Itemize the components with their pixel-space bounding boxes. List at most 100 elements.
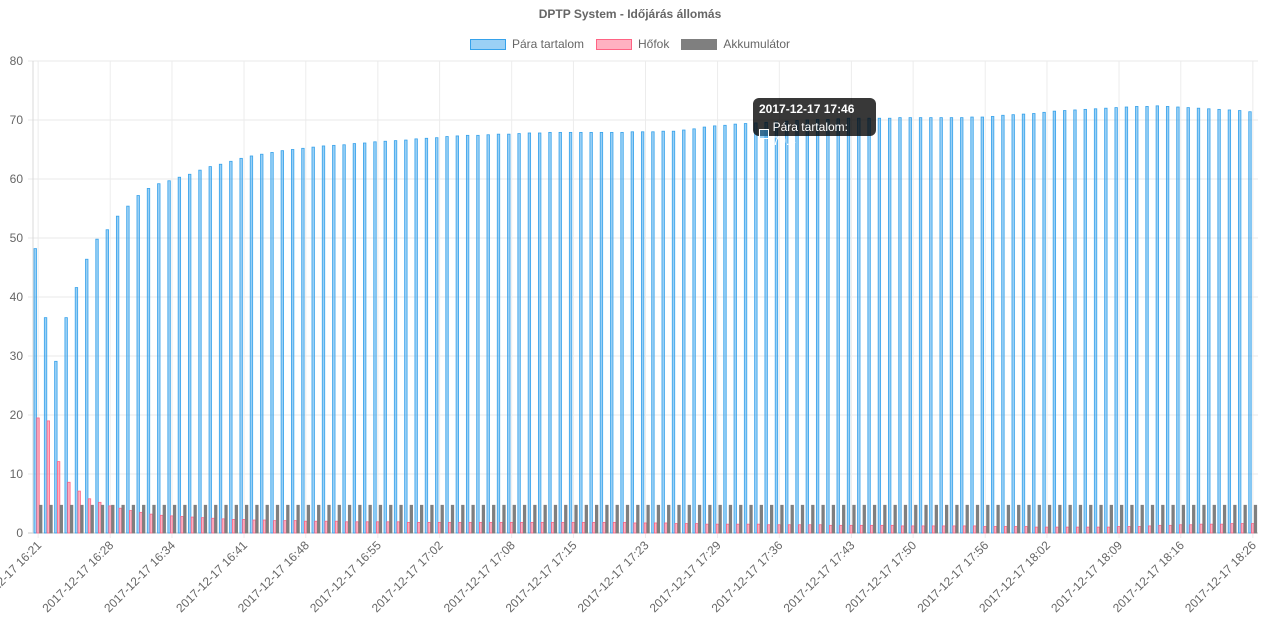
bar-series-2 [430, 504, 434, 534]
bar-series-2 [883, 504, 887, 534]
bar-series-2 [327, 504, 331, 534]
bar-series-2 [80, 504, 84, 534]
bar-series-1 [118, 507, 122, 534]
bar-series-0 [1238, 110, 1242, 534]
bar-series-0 [671, 130, 676, 534]
bar-series-2 [378, 504, 383, 534]
bar-series-1 [1004, 526, 1008, 534]
bar-series-1 [962, 525, 967, 534]
bar-series-1 [231, 519, 236, 534]
bar-series-0 [620, 131, 624, 534]
bar-series-2 [1222, 504, 1227, 534]
bar-series-2 [852, 504, 856, 534]
bar-series-0 [908, 117, 912, 534]
bar-series-1 [726, 523, 730, 534]
bar-series-2 [1212, 504, 1216, 534]
bar-series-2 [121, 504, 125, 534]
bar-series-0 [774, 121, 779, 534]
bar-series-1 [818, 524, 823, 534]
bar-series-1 [46, 420, 50, 534]
bar-series-0 [723, 124, 727, 534]
bar-series-0 [558, 131, 562, 534]
bar-series-1 [1096, 526, 1100, 534]
bar-series-0 [239, 157, 243, 534]
bar-series-1 [931, 525, 936, 534]
bar-series-2 [183, 504, 187, 534]
bar-series-1 [1220, 523, 1224, 534]
bar-series-0 [857, 117, 861, 534]
bar-series-1 [715, 523, 720, 534]
bar-series-2 [296, 504, 300, 534]
bar-series-0 [363, 142, 367, 534]
bar-series-2 [1037, 504, 1041, 534]
bar-series-0 [43, 317, 48, 534]
bar-series-0 [785, 120, 789, 534]
legend-item-hofok[interactable]: Hőfok [595, 37, 669, 51]
legend-item-akkumulator[interactable]: Akkumulátor [681, 37, 790, 51]
bar-series-2 [358, 504, 362, 534]
bar-series-0 [970, 116, 974, 534]
bar-series-1 [880, 524, 884, 534]
bar-series-2 [605, 504, 609, 534]
bar-series-1 [849, 524, 853, 534]
bar-series-1 [108, 505, 112, 534]
bar-series-1 [777, 524, 781, 534]
bar-series-2 [1140, 504, 1144, 534]
bar-series-2 [1047, 504, 1052, 534]
legend-item-para[interactable]: Pára tartalom [469, 37, 584, 51]
bar-series-1 [98, 501, 102, 534]
bar-series-2 [1181, 504, 1186, 534]
bar-series-2 [945, 504, 949, 534]
bar-series-2 [255, 504, 259, 534]
bar-series-2 [224, 504, 228, 534]
bar-series-2 [317, 504, 321, 534]
bar-series-0 [1042, 111, 1046, 534]
bar-series-2 [1058, 504, 1062, 534]
bar-series-0 [527, 132, 532, 534]
bar-series-2 [625, 504, 630, 534]
bar-series-0 [1196, 107, 1201, 534]
bar-series-2 [90, 504, 94, 534]
x-tick-label: 2017-12-17 16:21 [0, 538, 44, 615]
bar-series-1 [829, 524, 833, 534]
bar-series-2 [1027, 504, 1031, 534]
bar-series-2 [1161, 504, 1165, 534]
y-tick-label: 0 [16, 526, 23, 540]
bar-series-0 [610, 131, 614, 534]
bar-series-1 [581, 521, 586, 534]
bar-series-2 [914, 504, 918, 534]
bar-series-1 [654, 522, 658, 534]
bar-series-1 [684, 523, 689, 534]
bar-series-1 [252, 519, 256, 534]
bar-series-1 [520, 521, 524, 534]
bar-series-2 [1130, 504, 1134, 534]
bar-series-0 [393, 140, 398, 534]
bar-series-1 [365, 521, 370, 534]
bar-series-2 [492, 504, 496, 534]
bar-series-2 [502, 504, 506, 534]
bar-series-1 [633, 522, 637, 534]
bar-series-2 [1099, 504, 1103, 534]
bar-series-2 [708, 504, 712, 534]
bar-series-0 [404, 139, 408, 534]
bar-series-2 [996, 504, 1000, 534]
bar-series-2 [595, 504, 599, 534]
bar-series-1 [1230, 523, 1234, 534]
bar-series-2 [481, 504, 486, 534]
bar-series-0 [146, 188, 151, 534]
bar-series-2 [975, 504, 980, 534]
bar-series-1 [1240, 523, 1245, 534]
bar-series-0 [64, 317, 68, 534]
bar-series-2 [111, 504, 115, 534]
bar-series-0 [743, 123, 748, 534]
bar-series-2 [131, 504, 136, 534]
bar-series-1 [262, 519, 267, 534]
bar-series-1 [1014, 526, 1018, 534]
bar-series-2 [142, 504, 146, 534]
bar-series-2 [244, 504, 249, 534]
bar-series-0 [579, 131, 583, 534]
bar-series-0 [651, 131, 655, 534]
bar-series-1 [530, 521, 534, 534]
bar-series-0 [332, 144, 336, 534]
bar-series-0 [1124, 106, 1129, 534]
